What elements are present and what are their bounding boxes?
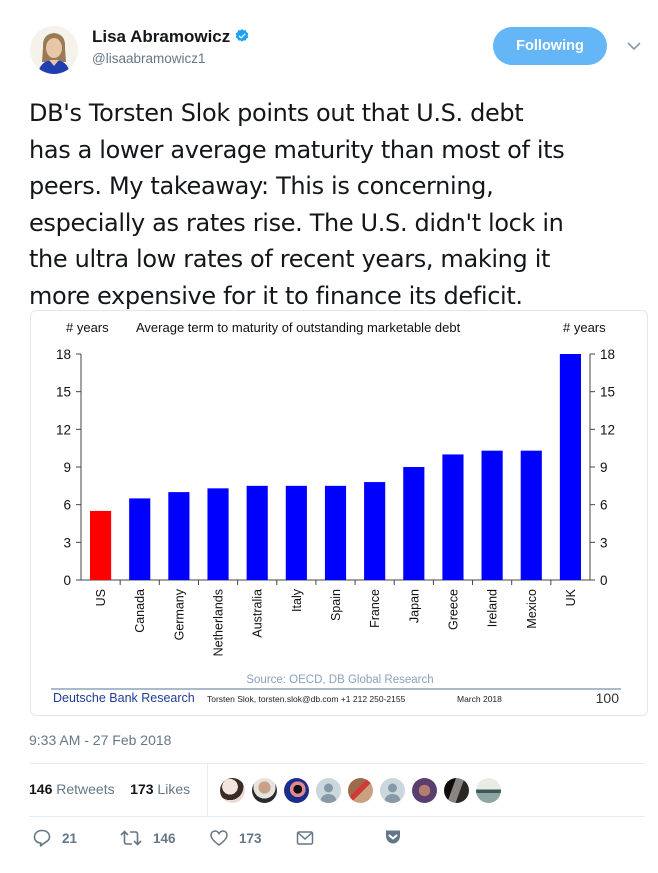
reply-count: 21 [62,830,78,846]
x-tick-label: Spain [329,589,343,621]
bar-greece [442,454,464,580]
y-axis-left-label: # years [66,320,109,335]
bar-canada [129,498,151,580]
footer-page-number: 100 [596,690,620,706]
author-handle[interactable]: @lisaabramowicz1 [92,51,206,66]
tweet-text: DB's Torsten Slok points out that U.S. d… [29,99,565,310]
liker-avatar[interactable] [412,778,437,803]
y-tick-label-left: 0 [63,573,71,588]
stats-divider [207,764,208,816]
y-tick-label-left: 18 [56,347,71,362]
y-tick-label-left: 9 [63,460,71,475]
bar-uk [559,354,581,580]
bar-ireland [481,450,503,580]
liker-avatar[interactable] [284,778,309,803]
x-tick-label: US [94,589,108,606]
profile-photo [30,26,78,74]
chart-image-card[interactable]: # years Average term to maturity of outs… [30,310,648,716]
y-tick-label-right: 3 [600,535,608,550]
engagement-stats: 146 Retweets 173 Likes [29,763,645,817]
liker-avatar[interactable] [252,778,277,803]
y-tick-label-right: 18 [600,347,615,362]
bar-japan [403,467,425,580]
bar-germany [168,492,190,580]
retweet-count: 146 [153,830,176,846]
x-tick-label: Canada [133,589,147,633]
pocket-icon [386,830,400,844]
pocket-save-button[interactable] [384,828,402,846]
liker-avatar[interactable] [380,778,405,803]
y-tick-label-right: 9 [600,460,608,475]
liker-avatar[interactable] [316,778,341,803]
chevron-down-icon[interactable] [626,40,642,52]
x-tick-label: Japan [407,589,421,623]
x-tick-label: Italy [290,588,304,612]
likes-count: 173 [130,781,154,797]
envelope-icon [296,831,314,845]
x-tick-label: France [368,589,382,628]
verified-badge-icon [235,29,249,42]
bar-france [364,482,386,580]
y-tick-label-left: 3 [63,535,71,550]
x-tick-label: Netherlands [212,589,226,656]
x-tick-label: Mexico [525,589,539,629]
x-tick-label: Ireland [486,589,500,627]
bar-chart: # years Average term to maturity of outs… [51,320,621,706]
bar-netherlands [207,488,229,580]
liker-avatar[interactable] [348,778,373,803]
chart-title: Average term to maturity of outstanding … [136,320,461,335]
likes-label: Likes [157,781,191,797]
y-tick-label-left: 12 [56,422,71,437]
x-tick-label: Australia [251,589,265,638]
y-tick-label-right: 12 [600,422,615,437]
reply-button[interactable]: 21 [32,828,77,848]
liker-avatars [220,778,501,803]
x-tick-label: UK [564,588,578,606]
y-tick-label-left: 15 [56,385,71,400]
like-count: 173 [239,830,262,846]
liker-avatar[interactable] [444,778,469,803]
footer-brand: Deutsche Bank Research [53,691,195,705]
author-name-text: Lisa Abramowicz [92,27,231,46]
like-button[interactable]: 173 [209,828,262,848]
author-avatar[interactable] [30,26,78,74]
retweets-count: 146 [29,781,53,797]
default-avatar-icon [320,783,337,803]
retweets-stat[interactable]: 146 Retweets [29,781,115,797]
retweets-label: Retweets [56,781,115,797]
default-avatar-icon [384,783,401,803]
y-axis-right-label: # years [563,320,606,335]
retweet-icon [120,830,142,846]
bar-spain [324,485,347,580]
bar-us [90,510,112,580]
liker-avatar[interactable] [476,778,501,803]
reply-icon [33,829,51,847]
stats-counts: 146 Retweets 173 Likes [29,781,190,797]
tweet-timestamp[interactable]: 9:33 AM - 27 Feb 2018 [29,732,172,748]
retweet-button[interactable]: 146 [119,828,176,848]
likes-stat[interactable]: 173 Likes [130,781,190,797]
y-tick-label-left: 6 [63,498,71,513]
bar-australia [246,485,268,580]
footer-author: Torsten Slok, torsten.slok@db.com +1 212… [207,694,406,704]
footer-date: March 2018 [457,694,502,704]
chart-source: Source: OECD, DB Global Research [246,674,433,686]
heart-icon [210,830,228,846]
y-tick-label-right: 0 [600,573,608,588]
y-tick-label-right: 15 [600,385,615,400]
x-tick-label: Greece [446,589,460,630]
following-button[interactable]: Following [493,27,607,65]
author-name[interactable]: Lisa Abramowicz [92,27,250,47]
y-tick-label-right: 6 [600,498,608,513]
bar-mexico [520,450,542,580]
x-tick-label: Germany [172,588,186,640]
bar-italy [285,485,307,580]
liker-avatar[interactable] [220,778,245,803]
direct-message-button[interactable] [295,828,315,848]
